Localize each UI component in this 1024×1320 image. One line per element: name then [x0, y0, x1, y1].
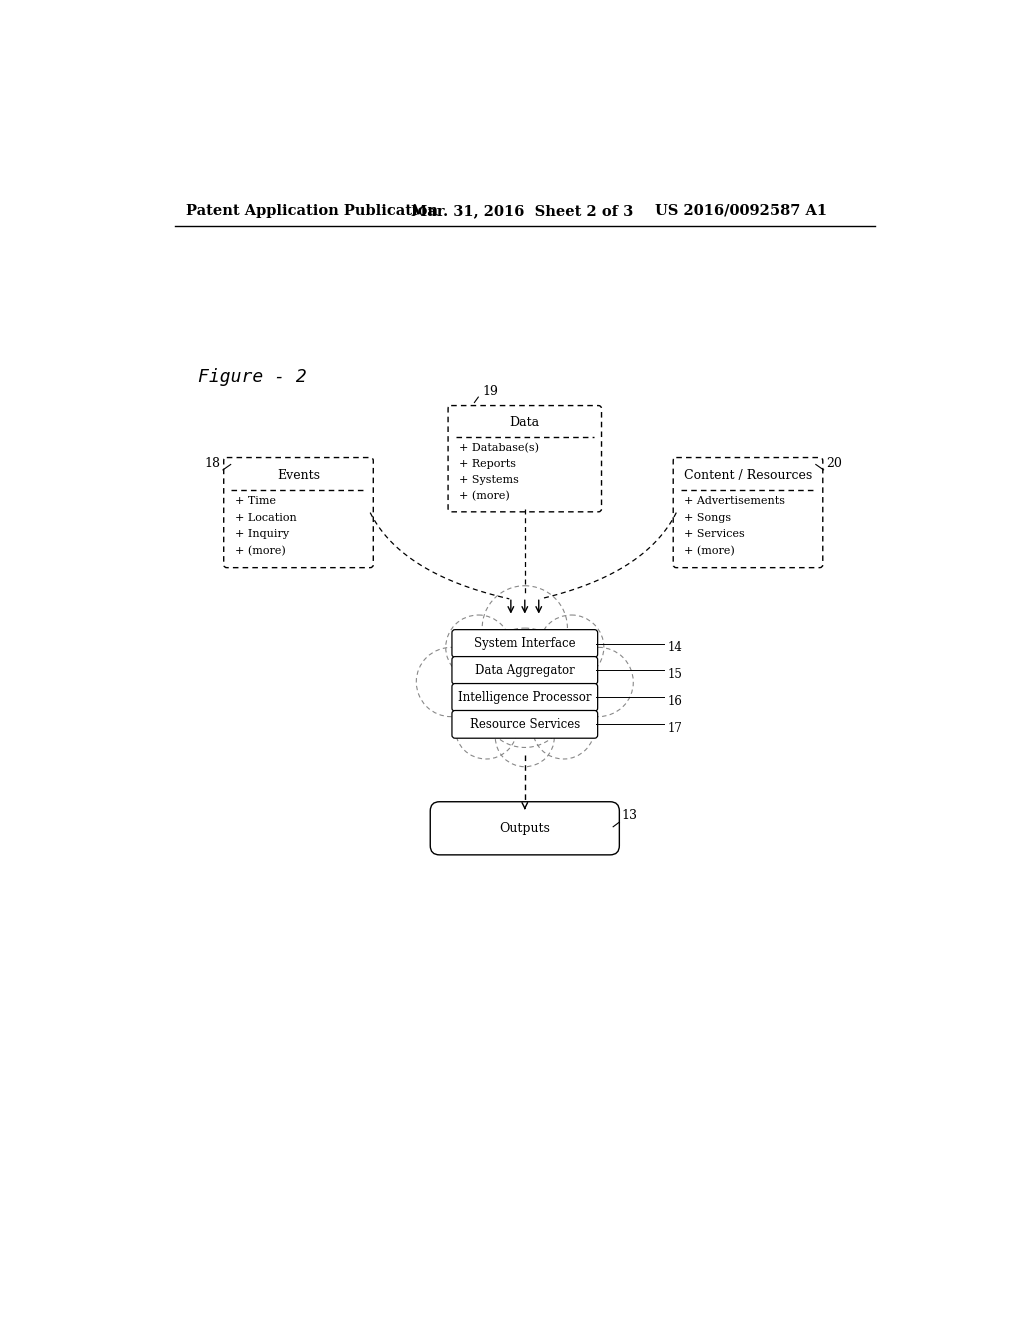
Text: Content / Resources: Content / Resources	[684, 469, 812, 482]
FancyBboxPatch shape	[430, 801, 620, 855]
Text: 16: 16	[668, 696, 682, 708]
Text: + Time: + Time	[234, 496, 275, 506]
Text: Data Aggregator: Data Aggregator	[475, 664, 574, 677]
Circle shape	[539, 615, 604, 680]
Text: Data: Data	[510, 416, 540, 429]
Circle shape	[417, 647, 486, 717]
Circle shape	[496, 708, 554, 767]
Text: Intelligence Processor: Intelligence Processor	[458, 690, 592, 704]
Text: + Services: + Services	[684, 529, 744, 539]
Text: 20: 20	[826, 457, 842, 470]
Circle shape	[482, 586, 567, 671]
Text: 14: 14	[668, 642, 682, 655]
Circle shape	[478, 628, 571, 721]
Circle shape	[532, 697, 595, 759]
Text: + Database(s): + Database(s)	[459, 442, 539, 453]
Text: 13: 13	[622, 809, 638, 822]
FancyBboxPatch shape	[673, 458, 823, 568]
Text: 18: 18	[205, 457, 220, 470]
FancyBboxPatch shape	[452, 656, 598, 684]
Circle shape	[455, 644, 548, 737]
Text: + Systems: + Systems	[459, 475, 519, 484]
FancyBboxPatch shape	[452, 684, 598, 711]
Text: Resource Services: Resource Services	[470, 718, 580, 731]
Text: + (more): + (more)	[459, 491, 510, 502]
Text: + Advertisements: + Advertisements	[684, 496, 785, 506]
Text: + Reports: + Reports	[459, 459, 516, 469]
Circle shape	[502, 644, 595, 737]
Text: + Location: + Location	[234, 512, 296, 523]
Text: + (more): + (more)	[684, 545, 735, 556]
Text: System Interface: System Interface	[474, 638, 575, 649]
Text: Patent Application Publication: Patent Application Publication	[186, 203, 438, 218]
Circle shape	[563, 647, 633, 717]
Text: US 2016/0092587 A1: US 2016/0092587 A1	[655, 203, 827, 218]
Text: + Inquiry: + Inquiry	[234, 529, 289, 539]
FancyBboxPatch shape	[223, 458, 374, 568]
FancyBboxPatch shape	[452, 630, 598, 657]
Text: 19: 19	[482, 385, 498, 397]
Text: 15: 15	[668, 668, 682, 681]
FancyBboxPatch shape	[452, 710, 598, 738]
Text: Mar. 31, 2016  Sheet 2 of 3: Mar. 31, 2016 Sheet 2 of 3	[411, 203, 633, 218]
Text: Events: Events	[278, 469, 319, 482]
Text: Outputs: Outputs	[500, 822, 550, 834]
Circle shape	[482, 663, 567, 747]
Text: 17: 17	[668, 722, 682, 735]
Circle shape	[455, 697, 517, 759]
Text: + (more): + (more)	[234, 545, 286, 556]
Text: Figure - 2: Figure - 2	[198, 368, 306, 385]
FancyBboxPatch shape	[449, 405, 601, 512]
Circle shape	[445, 615, 511, 680]
Text: + Songs: + Songs	[684, 512, 731, 523]
